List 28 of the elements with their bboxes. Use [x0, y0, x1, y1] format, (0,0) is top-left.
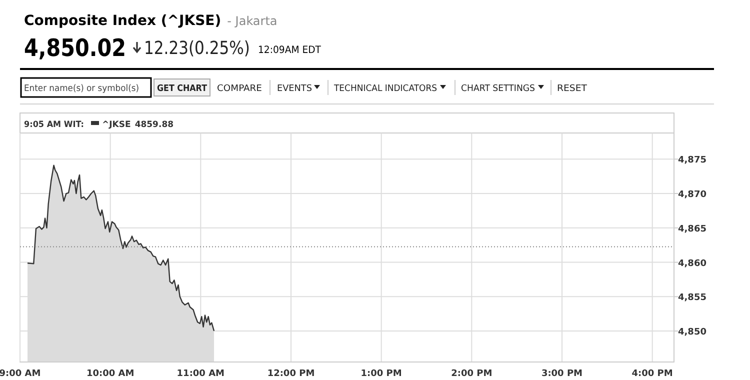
- legend-label: ^JKSE: [102, 120, 131, 130]
- text: 4,850.02: [24, 34, 142, 62]
- x-tick-label: 11:00 AM: [176, 369, 225, 379]
- y-tick-label: 4,870: [678, 190, 706, 200]
- text: 4859.88: [134, 120, 174, 130]
- text: TECHNICAL INDICATORS: [333, 84, 444, 94]
- x-tick-label: 2:00 PM: [451, 369, 492, 379]
- x-tick-label: 1:00 PM: [360, 369, 402, 379]
- y-tick-label: 4,865: [678, 224, 706, 234]
- text: 9:05 AM WIT:: [24, 120, 88, 130]
- x-tick-label: 12:00 PM: [267, 369, 315, 379]
- text: GET CHART: [157, 84, 214, 94]
- text: COMPARE: [217, 84, 262, 94]
- y-tick-label: 4,860: [678, 258, 706, 269]
- text: Enter name(s) or symbol(s): [24, 84, 148, 94]
- x-tick-label: 9:00 AM: [0, 369, 41, 379]
- chart-title: Composite Index (^JKSE): [24, 13, 222, 29]
- y-tick-label: 4,855: [678, 293, 706, 304]
- y-tick-label: 4,850: [678, 328, 706, 338]
- text: CHART SETTINGS: [461, 84, 538, 94]
- chart-subtitle: - Jakarta: [227, 14, 278, 28]
- y-tick-label: 4,875: [678, 156, 706, 166]
- text: 12:09AM EDT: [258, 45, 326, 56]
- x-tick-label: 4:00 PM: [632, 369, 673, 379]
- x-tick-label: 3:00 PM: [541, 369, 583, 379]
- text: EVENTS: [277, 84, 312, 94]
- x-tick-label: 10:00 AM: [86, 369, 134, 379]
- text: RESET: [557, 84, 588, 94]
